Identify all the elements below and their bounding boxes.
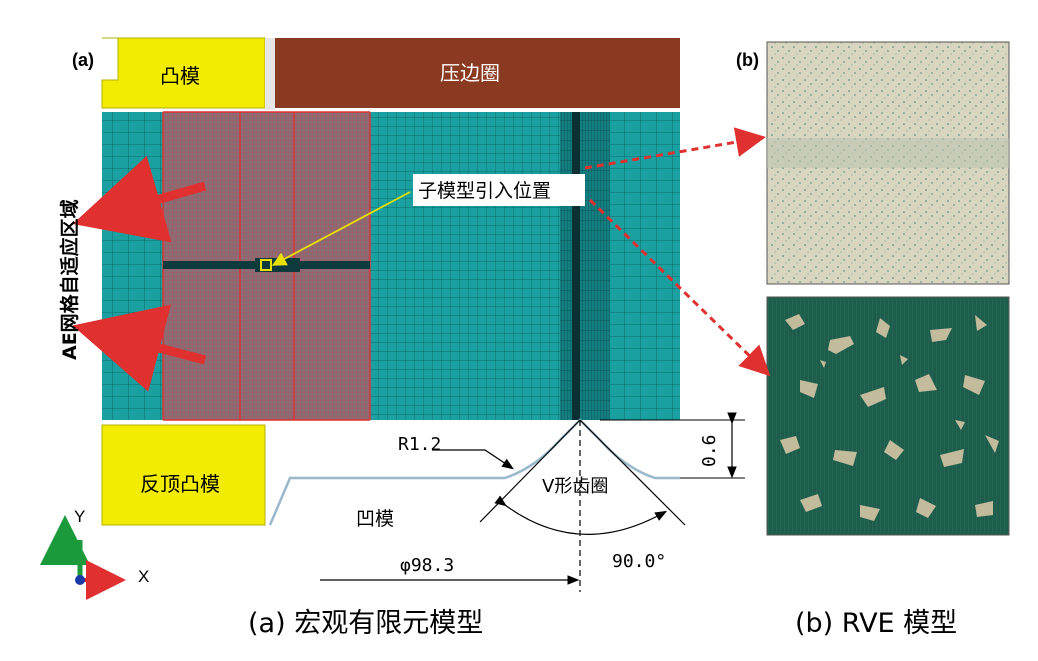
ae-arrow-lower	[72, 304, 207, 392]
submodel-callout: 子模型引入位置	[271, 174, 585, 266]
angle-label: 90.0°	[612, 551, 666, 572]
link-arrow-top	[584, 127, 766, 170]
die-profile	[268, 418, 680, 526]
counter-punch-block: 反顶凸模	[101, 424, 266, 526]
punch-label: 凸模	[160, 64, 200, 88]
diameter-label: φ98.3	[400, 555, 454, 576]
die-label: 凹模	[356, 508, 394, 530]
punch-block: 凸模	[101, 37, 266, 109]
blank-holder-label: 压边圈	[440, 61, 500, 85]
ae-region-label: AE网格自适应区域	[58, 199, 81, 360]
mesh-region	[102, 111, 680, 421]
axis-x-label: X	[138, 567, 149, 586]
blank-holder-block: 压边圈	[275, 38, 680, 108]
caption-b: (b) RVE 模型	[795, 608, 957, 639]
counter-punch-label: 反顶凸模	[140, 472, 220, 496]
rve-top-image	[766, 41, 1010, 285]
submodel-label: 子模型引入位置	[418, 180, 551, 202]
panel-a-label: (a)	[72, 50, 94, 70]
axis-y-label: Y	[74, 507, 85, 526]
rve-bottom-image	[766, 296, 1010, 536]
panel-b-label: (b)	[736, 50, 759, 70]
v-ring-label: V形齿圈	[542, 476, 608, 497]
submodel-marker	[260, 259, 272, 271]
axis-triad	[40, 515, 126, 600]
caption-a: (a) 宏观有限元模型	[248, 608, 483, 639]
ae-arrow-upper	[72, 155, 207, 243]
gap-strip	[265, 38, 275, 110]
height-label: 0.6	[699, 434, 720, 467]
radius-label: R1.2	[398, 434, 441, 455]
v-ring-dimensions	[320, 412, 745, 592]
link-arrow-bottom	[588, 198, 771, 377]
